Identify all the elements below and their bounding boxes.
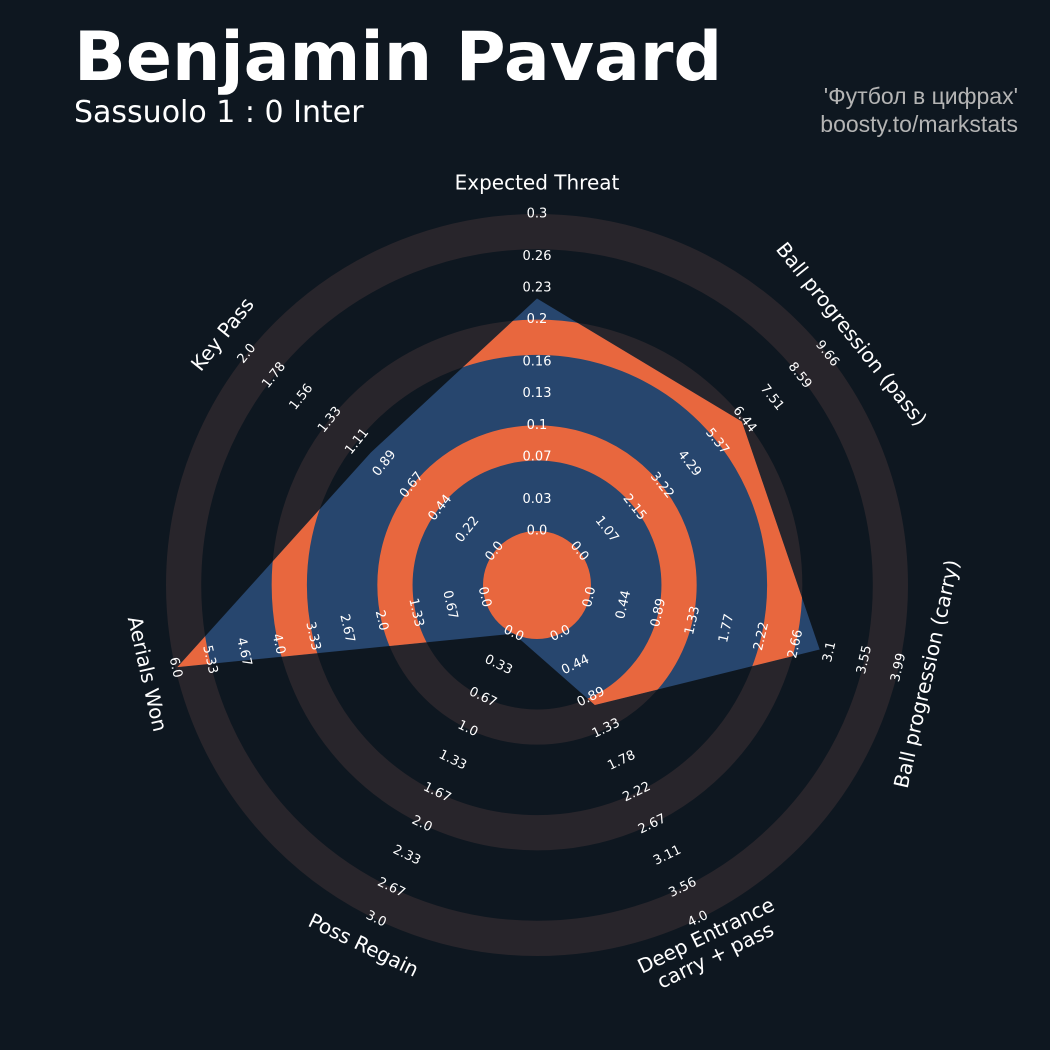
- tick-label: 0.0: [475, 585, 494, 609]
- tick-label: 2.67: [336, 613, 357, 645]
- tick-label: 4.0: [269, 632, 288, 656]
- tick-label: 3.55: [854, 644, 875, 676]
- tick-label: 4.67: [233, 636, 254, 668]
- tick-label: 0.0: [580, 585, 599, 609]
- annotation: boosty.to/markstats: [820, 111, 1018, 137]
- tick-label: 0.67: [439, 589, 460, 621]
- ring: [377, 425, 697, 706]
- tick-label: 0.0: [527, 524, 548, 539]
- tick-label: 3.33: [302, 620, 323, 652]
- tick-label: 6.0: [166, 656, 185, 680]
- ring: [483, 531, 591, 639]
- tick-label: 3.1: [820, 640, 839, 664]
- chart-subtitle: Sassuolo 1 : 0 Inter: [74, 95, 364, 130]
- tick-label: 1.33: [405, 597, 426, 629]
- radar-area: [177, 298, 820, 706]
- tick-label: 0.2: [527, 312, 548, 327]
- tick-label: 0.03: [523, 492, 552, 507]
- tick-label: 1.33: [682, 605, 703, 637]
- ring: [166, 214, 908, 956]
- tick-label: 3.99: [888, 652, 909, 684]
- tick-label: 0.13: [523, 386, 552, 401]
- tick-label: 0.89: [648, 597, 669, 629]
- tick-label: 1.77: [716, 613, 737, 645]
- radar-area: [177, 298, 820, 706]
- tick-label: 0.44: [613, 589, 634, 621]
- tick-label: 2.66: [785, 628, 806, 660]
- tick-label: 0.26: [523, 249, 552, 264]
- tick-label: 0.07: [523, 450, 552, 465]
- tick-label: 0.1: [527, 418, 548, 433]
- tick-label: 2.0: [372, 609, 391, 633]
- tick-label: 2.22: [751, 620, 772, 652]
- ring: [271, 319, 803, 706]
- tick-label: 5.33: [199, 644, 220, 676]
- tick-label: 0.16: [523, 354, 552, 369]
- tick-label: 0.23: [523, 280, 552, 295]
- axis-label: Expected Threat: [455, 171, 620, 195]
- annotation: 'Футбол в цифрах': [824, 83, 1018, 109]
- tick-label: 0.3: [527, 207, 548, 222]
- chart-title: Benjamin Pavard: [74, 18, 722, 97]
